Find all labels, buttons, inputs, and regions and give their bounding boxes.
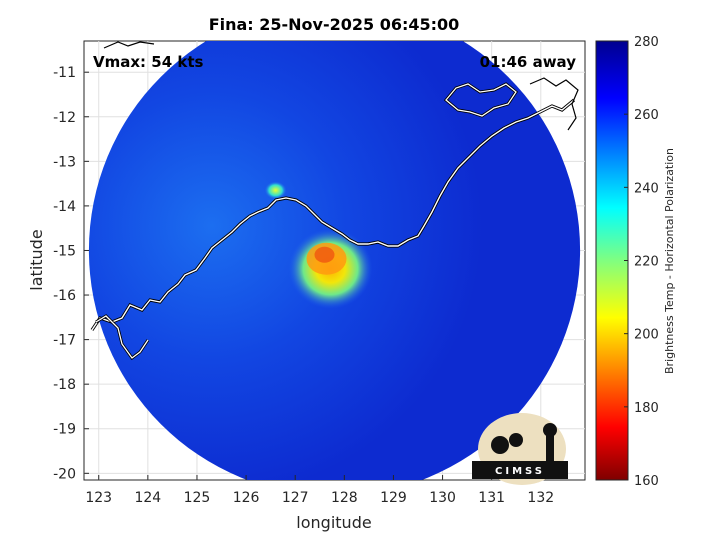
x-tick-label: 128	[331, 490, 358, 506]
x-tick-label: 124	[134, 490, 161, 506]
convection-spot	[264, 181, 287, 200]
x-tick-label: 130	[429, 490, 456, 506]
y-tick-label: -13	[53, 154, 76, 170]
y-tick-label: -11	[53, 65, 76, 81]
x-tick-label: 131	[478, 490, 505, 506]
x-axis-label: longitude	[296, 513, 371, 532]
y-tick-label: -14	[53, 199, 76, 215]
y-axis: -11 -12 -13 -14 -15 -16 -17 -18 -19 -20	[53, 65, 89, 482]
x-tick-label: 127	[282, 490, 309, 506]
svg-text:CIMSS: CIMSS	[495, 466, 545, 477]
vmax-annotation: Vmax: 54 kts	[93, 53, 203, 71]
colorbar-tick-label: 280	[634, 35, 659, 50]
colorbar-tick-label: 200	[634, 328, 659, 343]
colorbar-tick-label: 220	[634, 255, 659, 270]
cimss-logo: CIMSS	[472, 413, 568, 485]
away-annotation: 01:46 away	[480, 53, 577, 71]
y-tick-label: -18	[53, 377, 76, 393]
y-axis-label: latitude	[27, 229, 46, 290]
y-tick-label: -20	[53, 466, 76, 482]
x-tick-label: 126	[233, 490, 260, 506]
x-tick-label: 125	[184, 490, 211, 506]
x-tick-label: 129	[380, 490, 407, 506]
colorbar	[595, 40, 629, 481]
coastline-north	[103, 41, 579, 131]
x-tick-label: 123	[85, 490, 112, 506]
colorbar-ticks: 160 180 200 220 240 260 280	[624, 35, 659, 489]
colorbar-tick-label: 240	[634, 181, 659, 196]
colorbar-tick-label: 160	[634, 474, 659, 489]
y-tick-label: -17	[53, 333, 76, 349]
chart-title: Fina: 25-Nov-2025 06:45:00	[209, 15, 460, 34]
y-tick-label: -12	[53, 110, 76, 126]
coastline-sw	[95, 315, 149, 359]
x-tick-label: 132	[527, 490, 554, 506]
storm-core-red	[314, 246, 335, 263]
colorbar-label: Brightness Temp - Horizontal Polarizatio…	[663, 148, 676, 374]
colorbar-tick-label: 180	[634, 401, 659, 416]
y-tick-label: -16	[53, 288, 76, 304]
y-tick-label: -15	[53, 243, 76, 259]
colorbar-tick-label: 260	[634, 108, 659, 123]
coastline-island	[445, 83, 517, 117]
y-tick-label: -19	[53, 422, 76, 438]
x-axis: 123 124 125 126 127 128 129 130 131 132	[85, 475, 554, 506]
coastline	[91, 99, 575, 331]
